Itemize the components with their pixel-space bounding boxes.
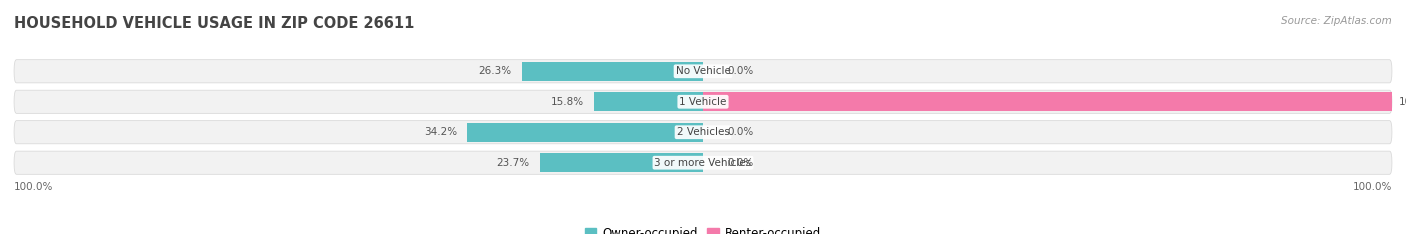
Text: 26.3%: 26.3% bbox=[478, 66, 512, 76]
FancyBboxPatch shape bbox=[14, 90, 1392, 113]
Bar bbox=[522, 62, 703, 81]
Text: 23.7%: 23.7% bbox=[496, 158, 530, 168]
Bar bbox=[540, 153, 703, 172]
Text: 15.8%: 15.8% bbox=[551, 97, 583, 107]
Text: No Vehicle: No Vehicle bbox=[675, 66, 731, 76]
Text: 0.0%: 0.0% bbox=[727, 127, 754, 137]
Text: 2 Vehicles: 2 Vehicles bbox=[676, 127, 730, 137]
Text: 100.0%: 100.0% bbox=[1399, 97, 1406, 107]
Bar bbox=[595, 92, 703, 111]
FancyBboxPatch shape bbox=[14, 151, 1392, 174]
Text: 1 Vehicle: 1 Vehicle bbox=[679, 97, 727, 107]
Bar bbox=[703, 92, 1392, 111]
Text: 0.0%: 0.0% bbox=[727, 158, 754, 168]
Text: Source: ZipAtlas.com: Source: ZipAtlas.com bbox=[1281, 16, 1392, 26]
Text: 100.0%: 100.0% bbox=[1353, 182, 1392, 192]
Legend: Owner-occupied, Renter-occupied: Owner-occupied, Renter-occupied bbox=[579, 222, 827, 234]
FancyBboxPatch shape bbox=[14, 60, 1392, 83]
Text: 0.0%: 0.0% bbox=[727, 66, 754, 76]
FancyBboxPatch shape bbox=[14, 121, 1392, 144]
Bar bbox=[467, 123, 703, 142]
Text: 3 or more Vehicles: 3 or more Vehicles bbox=[654, 158, 752, 168]
Text: 100.0%: 100.0% bbox=[14, 182, 53, 192]
Text: HOUSEHOLD VEHICLE USAGE IN ZIP CODE 26611: HOUSEHOLD VEHICLE USAGE IN ZIP CODE 2661… bbox=[14, 16, 415, 31]
Text: 34.2%: 34.2% bbox=[425, 127, 457, 137]
